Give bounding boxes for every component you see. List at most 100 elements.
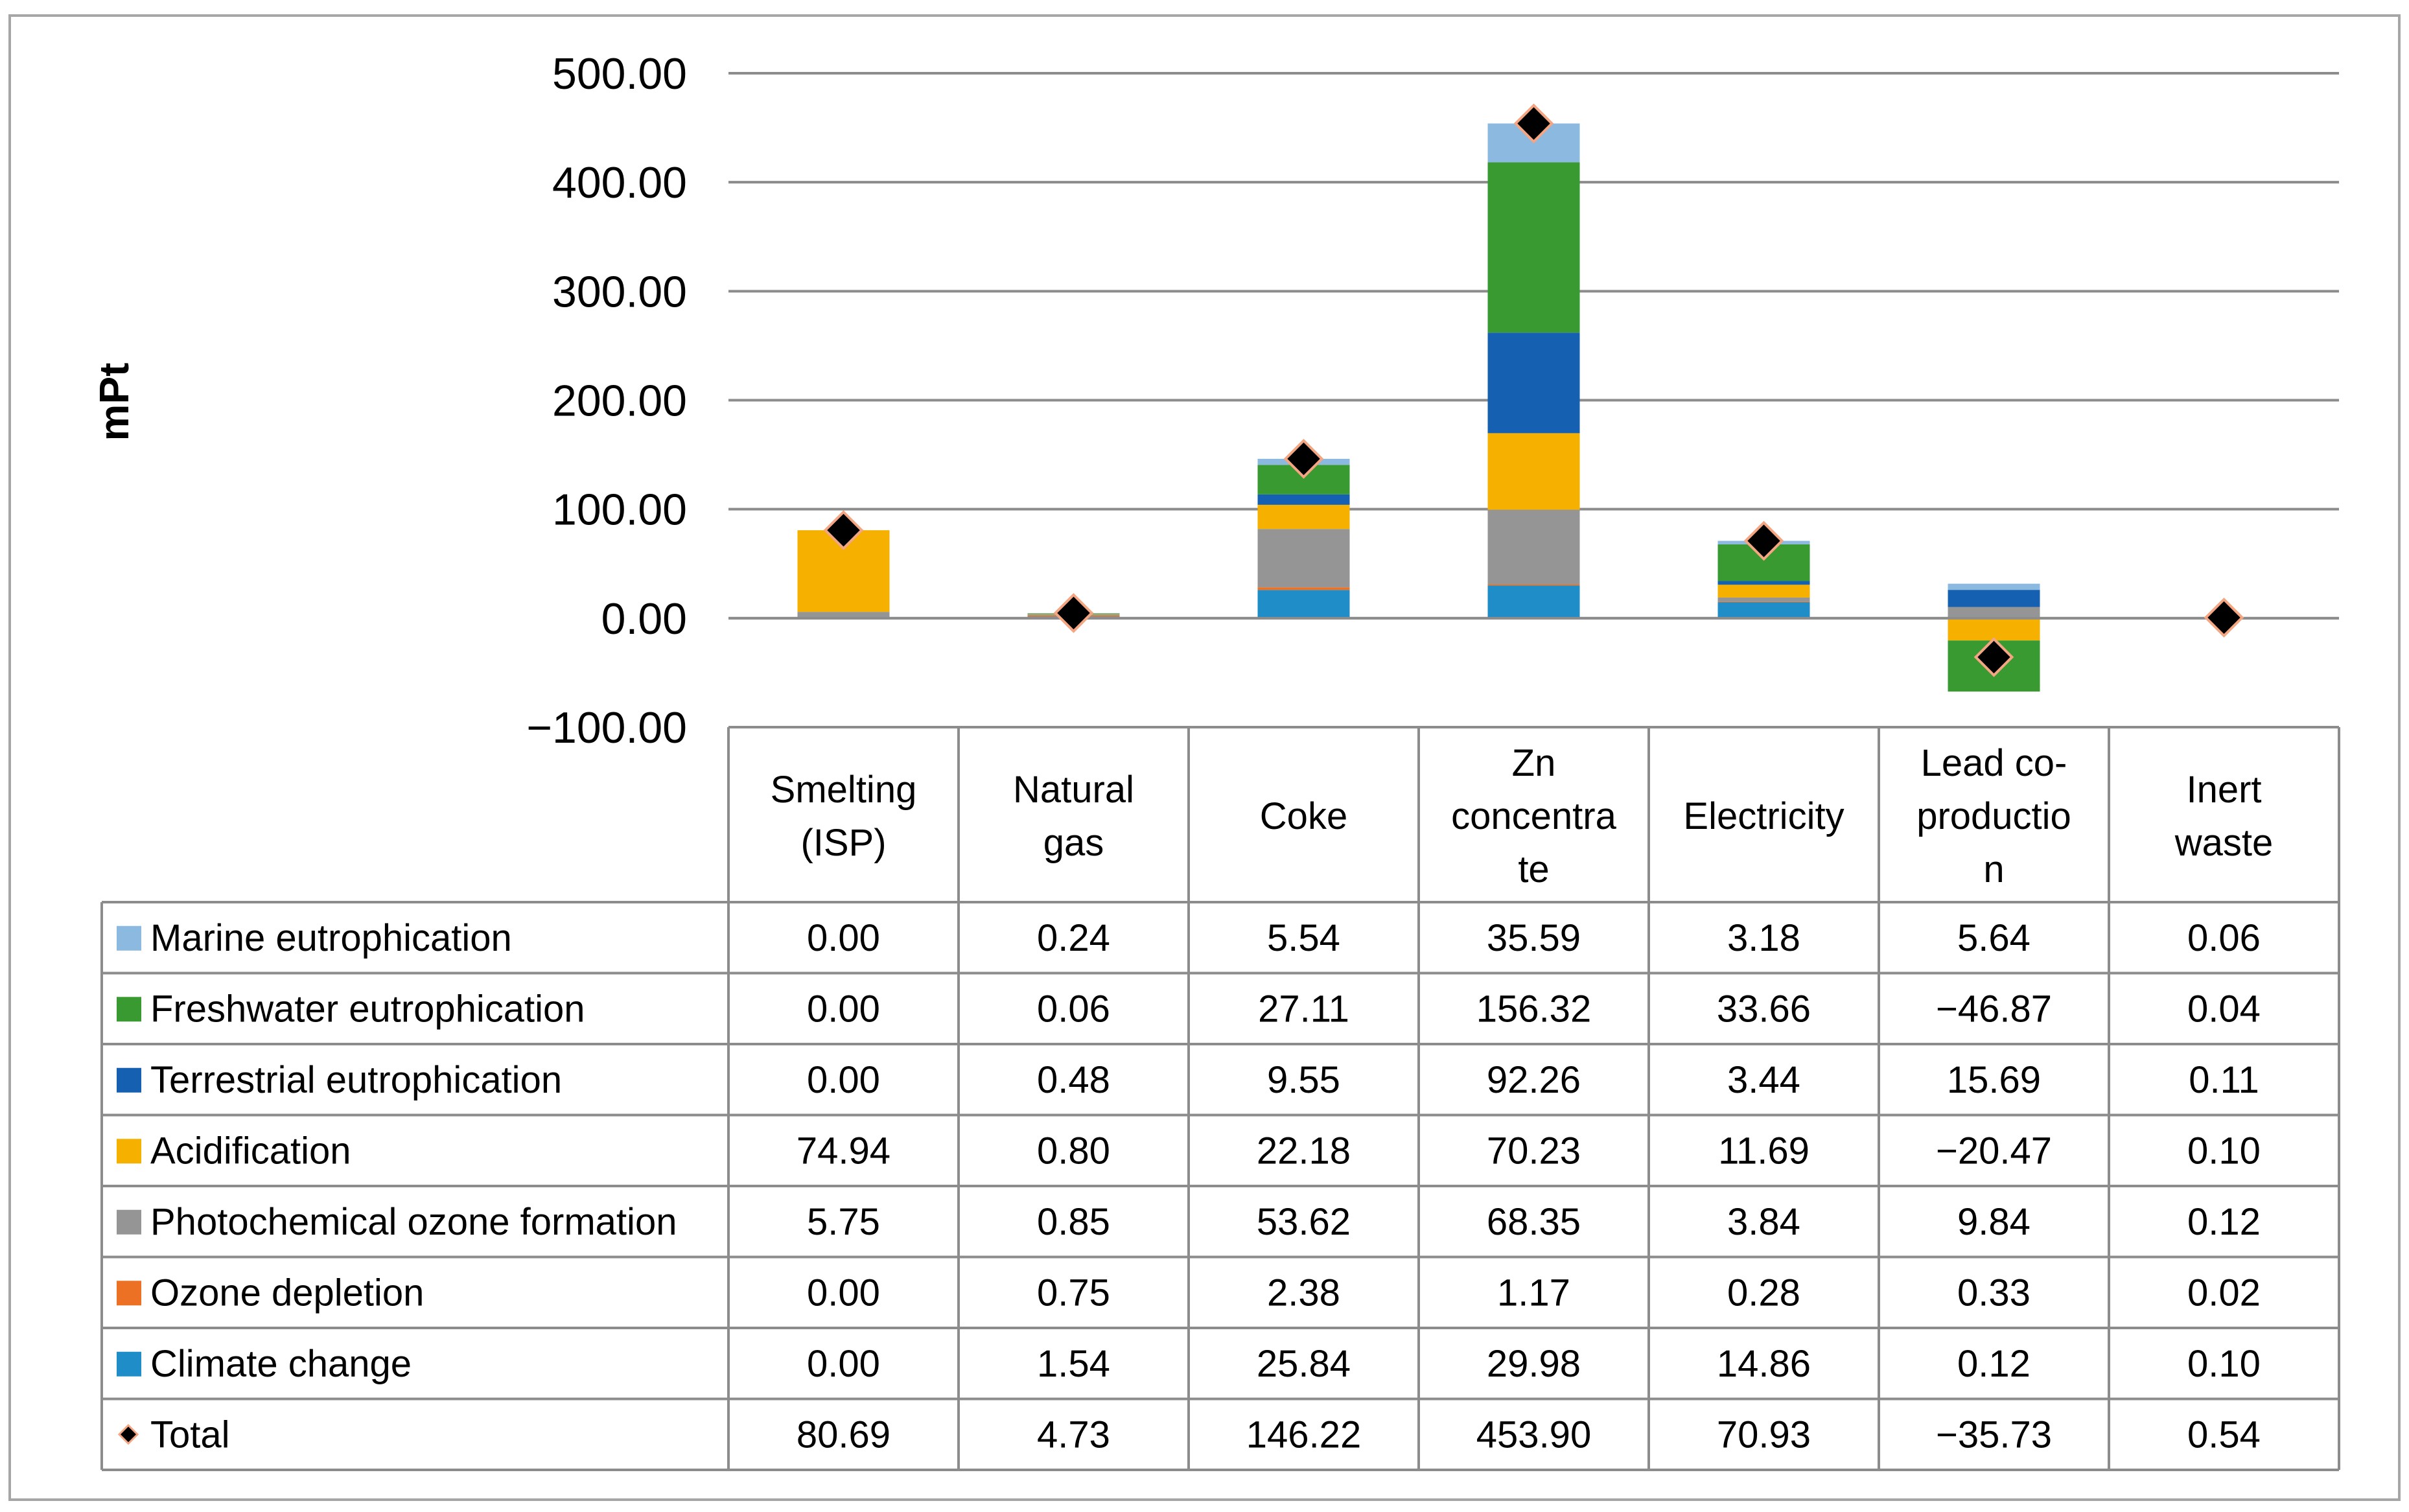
table-cell-value: 1.17 bbox=[1497, 1272, 1570, 1314]
bar-segment bbox=[1257, 494, 1350, 505]
table-cell-value: 29.98 bbox=[1487, 1343, 1581, 1385]
table-cell-value: 33.66 bbox=[1717, 988, 1811, 1030]
total-marker bbox=[1513, 103, 1554, 144]
table-cell-value: 27.11 bbox=[1258, 988, 1349, 1030]
bar-segment bbox=[1948, 607, 2040, 618]
legend-key bbox=[117, 1209, 141, 1235]
table-cell-value: 3.44 bbox=[1727, 1059, 1800, 1101]
table-cell-value: −46.87 bbox=[1936, 988, 2052, 1030]
y-tick-label: 500.00 bbox=[552, 49, 687, 99]
table-cell-value: 1.54 bbox=[1037, 1343, 1110, 1385]
category-label: gas bbox=[1043, 822, 1104, 864]
table-cell-value: 0.54 bbox=[2187, 1413, 2261, 1456]
bar-segment bbox=[1717, 597, 1810, 602]
table-cell-value: 0.00 bbox=[807, 988, 880, 1030]
bar-segment bbox=[1717, 601, 1810, 618]
bar-segment bbox=[1487, 433, 1580, 510]
table-cell-value: 25.84 bbox=[1257, 1343, 1351, 1385]
category-label: Electricity bbox=[1683, 795, 1844, 837]
table-cell-value: 68.35 bbox=[1487, 1201, 1581, 1243]
y-tick-label: 200.00 bbox=[552, 377, 687, 426]
table-cell-value: 0.12 bbox=[1957, 1343, 2031, 1385]
category-label: Inert bbox=[2186, 769, 2261, 811]
legend-key bbox=[117, 925, 141, 951]
category-label: te bbox=[1518, 848, 1549, 890]
table-cell-value: 9.55 bbox=[1267, 1059, 1340, 1101]
table-cell-value: 35.59 bbox=[1487, 917, 1581, 959]
table-cell-value: 70.93 bbox=[1717, 1413, 1811, 1456]
bar-segment bbox=[1717, 585, 1810, 598]
bar-segment bbox=[1257, 504, 1350, 529]
total-markers bbox=[823, 103, 2244, 677]
table-cell-value: 0.12 bbox=[2187, 1201, 2261, 1243]
category-label: n bbox=[1983, 848, 2004, 890]
table-cell-value: 0.80 bbox=[1037, 1130, 1110, 1172]
y-tick-label: 300.00 bbox=[552, 267, 687, 316]
total-marker bbox=[1743, 520, 1784, 561]
table-cell-value: 0.06 bbox=[2187, 917, 2261, 959]
bar-segment bbox=[1257, 587, 1350, 590]
bar-segment bbox=[1948, 618, 2040, 641]
table-cell-value: 0.04 bbox=[2187, 988, 2261, 1030]
table-cell-value: 0.24 bbox=[1037, 917, 1110, 959]
table-cell-value: 0.28 bbox=[1727, 1272, 1800, 1314]
row-label: Ozone depletion bbox=[150, 1272, 424, 1314]
bar-segment bbox=[1948, 590, 2040, 607]
table-cell-value: 15.69 bbox=[1947, 1059, 2041, 1101]
table-cell-value: 0.48 bbox=[1037, 1059, 1110, 1101]
table-cell-value: 74.94 bbox=[797, 1130, 890, 1172]
bar-segment bbox=[1717, 581, 1810, 585]
table-cell-value: 53.62 bbox=[1257, 1201, 1351, 1243]
row-label: Acidification bbox=[150, 1130, 351, 1172]
category-label: Lead co- bbox=[1921, 742, 2067, 784]
row-label: Marine eutrophication bbox=[150, 917, 512, 959]
bar-segment bbox=[797, 612, 890, 618]
category-label: concentra bbox=[1451, 795, 1616, 837]
table-cell-value: 453.90 bbox=[1476, 1413, 1591, 1456]
table-cell-value: 0.85 bbox=[1037, 1201, 1110, 1243]
table-cell-value: 5.64 bbox=[1957, 917, 2031, 959]
row-label: Climate change bbox=[150, 1343, 412, 1385]
category-label: waste bbox=[2174, 822, 2274, 864]
bar-segment bbox=[1257, 529, 1350, 588]
table-cell-value: 70.23 bbox=[1487, 1130, 1581, 1172]
table-cell-value: 156.32 bbox=[1476, 988, 1591, 1030]
legend-key bbox=[117, 1281, 141, 1306]
table-cell-value: 92.26 bbox=[1487, 1059, 1581, 1101]
table-cell-value: −20.47 bbox=[1936, 1130, 2052, 1172]
table-cell-value: 0.33 bbox=[1957, 1272, 2031, 1314]
table-cell-value: 2.38 bbox=[1267, 1272, 1340, 1314]
table-cell-value: 0.02 bbox=[2187, 1272, 2261, 1314]
category-label: Natural bbox=[1013, 769, 1134, 811]
y-axis-label: mPt bbox=[91, 363, 137, 441]
bar-segment bbox=[1487, 332, 1580, 434]
table-cell-value: 14.86 bbox=[1717, 1343, 1811, 1385]
table-cell-value: 4.73 bbox=[1037, 1413, 1110, 1456]
total-marker bbox=[2204, 598, 2244, 638]
bar-segment bbox=[1948, 583, 2040, 590]
legend-key bbox=[117, 1351, 141, 1377]
bar-segment bbox=[1487, 509, 1580, 585]
legend-key bbox=[117, 1067, 141, 1093]
legend-key bbox=[117, 1139, 141, 1164]
legend-key-diamond bbox=[117, 1424, 139, 1445]
category-label: Coke bbox=[1260, 795, 1347, 837]
chart-border bbox=[8, 14, 2401, 1501]
table-cell-value: 146.22 bbox=[1246, 1413, 1361, 1456]
total-marker bbox=[1973, 637, 2014, 677]
row-label: Freshwater eutrophication bbox=[150, 988, 585, 1030]
y-tick-label: −100.00 bbox=[526, 703, 687, 752]
bar-segment bbox=[1487, 162, 1580, 333]
y-tick-label: 0.00 bbox=[601, 594, 687, 644]
bar-segment bbox=[1257, 590, 1350, 618]
table-cell-value: 11.69 bbox=[1718, 1130, 1810, 1172]
total-marker bbox=[1283, 439, 1324, 479]
table-cell-value: 0.11 bbox=[2189, 1059, 2259, 1101]
bar-segment bbox=[1487, 584, 1580, 586]
table-cell-value: 5.54 bbox=[1267, 917, 1340, 959]
bar-segment bbox=[1717, 601, 1810, 603]
table-cell-value: 22.18 bbox=[1257, 1130, 1351, 1172]
table-cell-value: 0.06 bbox=[1037, 988, 1110, 1030]
total-marker bbox=[823, 510, 864, 550]
